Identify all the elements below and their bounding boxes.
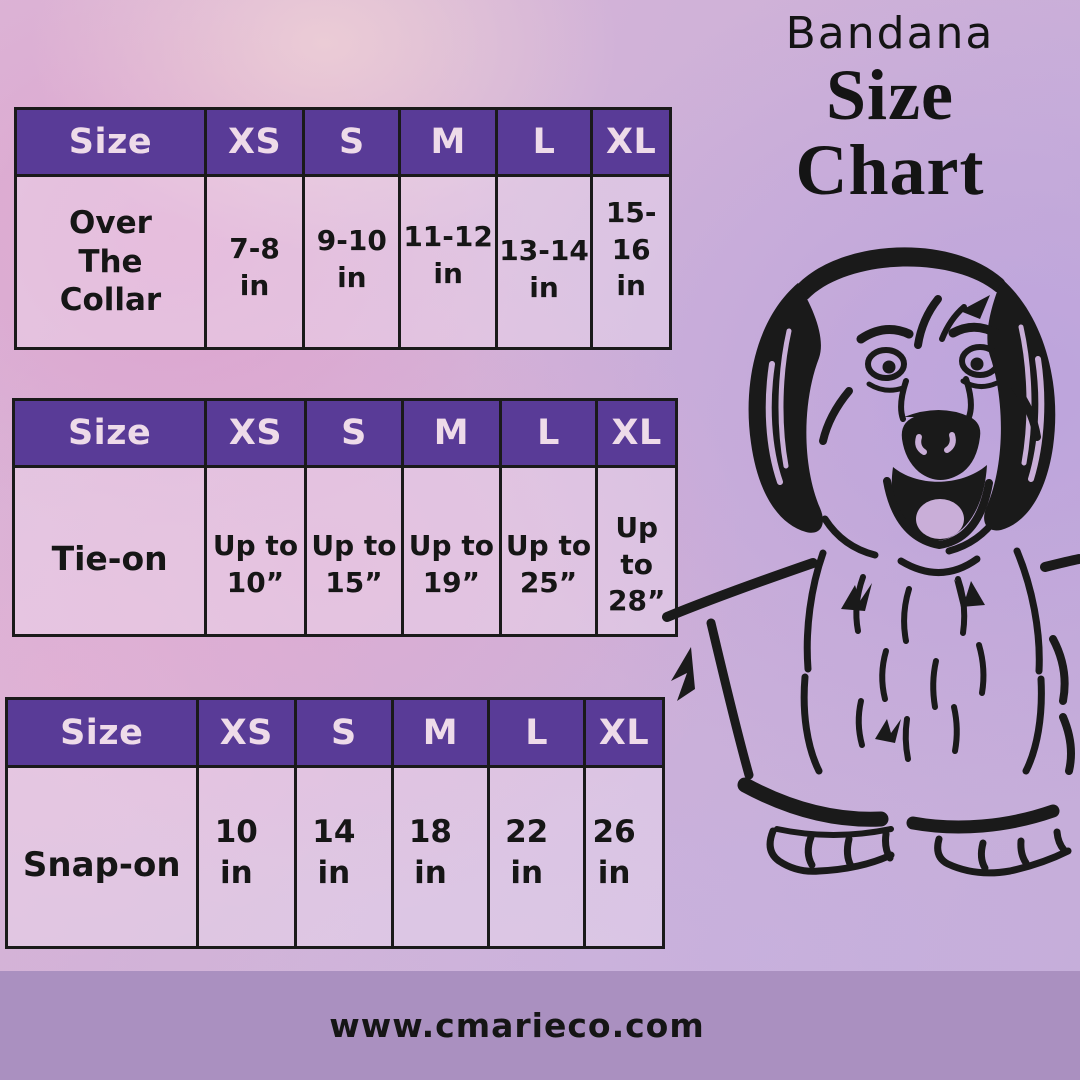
size-value-cell-xl: Up to 28” bbox=[595, 465, 678, 637]
header-cell-xs: XS bbox=[204, 398, 307, 468]
header-cell-s: S bbox=[294, 697, 394, 768]
header-cell-s: S bbox=[302, 107, 402, 177]
size-value-cell-m: 18 in bbox=[390, 765, 491, 949]
size-value-cell-s: 9-10 in bbox=[302, 174, 402, 350]
golden-retriever-icon bbox=[662, 247, 1080, 877]
row-label-line: The bbox=[78, 243, 143, 280]
brand-label: Bandana bbox=[785, 8, 995, 59]
table-data-row: Snap-on 10 in 14 in 18 in 22 in 26 in bbox=[5, 765, 665, 949]
header-cell-xl: XL bbox=[590, 107, 672, 177]
footer-strip: www.cmarieco.com bbox=[0, 971, 1080, 1080]
header-cell-l: L bbox=[498, 398, 599, 468]
page-title: Size Chart bbox=[690, 58, 1080, 208]
size-table-snap-on: Size XS S M L XL Snap-on 10 in 14 in 18 in … bbox=[5, 697, 665, 949]
size-value-cell-m: 11-12 in bbox=[398, 174, 498, 350]
row-label-line: Tie-on bbox=[51, 539, 168, 579]
table-header-row: Size XS S M L XL bbox=[11, 398, 678, 468]
row-label-line: Snap-on bbox=[22, 844, 181, 885]
row-label-cell: Over The Collar bbox=[14, 174, 207, 350]
header-cell-s: S bbox=[303, 398, 405, 468]
size-value-cell-s: 14 in bbox=[294, 765, 394, 949]
size-value-cell-s: Up to 15” bbox=[303, 465, 405, 637]
size-table-tie-on: Size XS S M L XL Tie-on Up to 10” Up to 15… bbox=[11, 398, 678, 637]
size-table-over-the-collar: Size XS S M L XL Over The Collar 7-8 in 9… bbox=[14, 107, 672, 350]
size-value-cell-xs: 10 in bbox=[195, 765, 298, 949]
row-label-cell: Tie-on bbox=[11, 465, 208, 637]
header-cell-size: Size bbox=[5, 697, 199, 768]
size-value-cell-xl: 15-16 in bbox=[590, 174, 672, 350]
page-title-line2: Chart bbox=[795, 129, 985, 210]
size-value-cell-l: Up to 25” bbox=[498, 465, 599, 637]
header-cell-l: L bbox=[494, 107, 594, 177]
header-cell-xs: XS bbox=[203, 107, 306, 177]
page-title-line1: Size bbox=[826, 55, 954, 135]
row-label-line: Over bbox=[69, 204, 152, 241]
header-cell-xl: XL bbox=[595, 398, 678, 468]
footer-url: www.cmarieco.com bbox=[329, 1006, 705, 1045]
header-cell-l: L bbox=[487, 697, 587, 768]
table-header-row: Size XS S M L XL bbox=[5, 697, 665, 768]
table-data-row: Over The Collar 7-8 in 9-10 in 11-12 in 13-… bbox=[14, 174, 672, 350]
size-value-cell-xl: 26 in bbox=[583, 765, 665, 949]
size-value-cell-l: 13-14 in bbox=[494, 174, 594, 350]
table-header-row: Size XS S M L XL bbox=[14, 107, 672, 177]
table-data-row: Tie-on Up to 10” Up to 15” Up to 19” Up to 2… bbox=[11, 465, 678, 637]
size-value-cell-l: 22 in bbox=[487, 765, 587, 949]
header-cell-xl: XL bbox=[583, 697, 665, 768]
header-cell-size: Size bbox=[11, 398, 208, 468]
header-cell-size: Size bbox=[14, 107, 207, 177]
size-value-cell-xs: Up to 10” bbox=[204, 465, 307, 637]
size-value-cell-m: Up to 19” bbox=[401, 465, 502, 637]
header-cell-xs: XS bbox=[195, 697, 298, 768]
header-cell-m: M bbox=[401, 398, 502, 468]
row-label-cell: Snap-on bbox=[5, 765, 199, 949]
header-cell-m: M bbox=[398, 107, 498, 177]
size-value-cell-xs: 7-8 in bbox=[203, 174, 306, 350]
header-cell-m: M bbox=[390, 697, 491, 768]
row-label-line: Collar bbox=[59, 282, 162, 319]
